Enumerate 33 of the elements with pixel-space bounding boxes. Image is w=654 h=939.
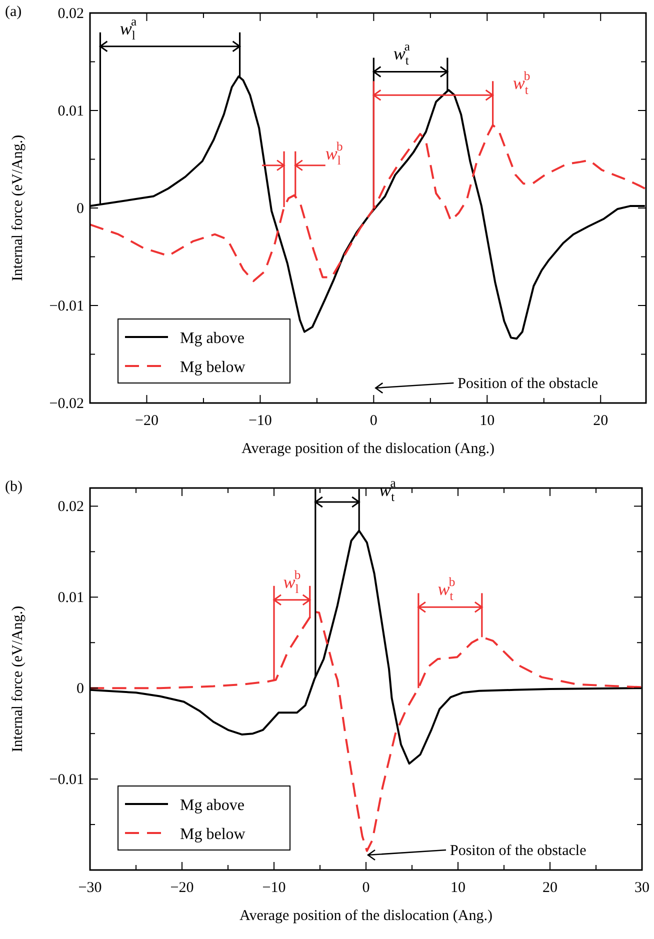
x-tick-label: 10 [450, 880, 466, 896]
x-tick-label: −10 [248, 413, 272, 429]
y-tick-label: 0.02 [58, 6, 84, 22]
y-axis-title: Internal force (eV/Ang.) [10, 134, 26, 282]
y-tick-label: −0.01 [49, 298, 84, 314]
y-tick-label: −0.02 [49, 396, 84, 412]
annotation: Positon of the obstacle [450, 843, 587, 859]
legend-label: Mg below [180, 359, 246, 376]
y-tick-label: 0.01 [58, 590, 84, 606]
x-tick-label: 0 [362, 880, 370, 896]
y-tick-label: 0.01 [58, 104, 84, 120]
y-tick-label: 0 [76, 201, 84, 217]
y-tick-label: 0 [76, 681, 84, 698]
x-tick-label: 20 [593, 413, 608, 429]
x-tick-label: −20 [170, 880, 194, 896]
x-tick-label: −20 [135, 413, 158, 429]
legend-label: Mg above [180, 797, 244, 814]
y-axis-title: Internal force (eV/Ang.) [10, 606, 26, 752]
y-tick-label: 0.02 [58, 499, 84, 516]
annotation: Position of the obstacle [458, 376, 598, 392]
chart-title: (b) [5, 479, 22, 495]
x-tick-label: 0 [370, 413, 378, 429]
chart-title: (a) [5, 4, 22, 20]
x-axis-title: Average position of the dislocation (Ang.) [240, 908, 492, 924]
legend-label: Mg above [180, 330, 244, 347]
x-tick-label: −30 [78, 880, 102, 896]
x-tick-label: −10 [262, 880, 286, 896]
x-axis-title: Average position of the dislocation (Ang.) [242, 441, 494, 457]
legend-label: Mg below [180, 826, 246, 843]
x-tick-label: 20 [542, 880, 558, 896]
x-tick-label: 10 [480, 413, 495, 429]
x-tick-label: 30 [634, 880, 650, 896]
y-tick-label: −0.01 [49, 772, 84, 788]
